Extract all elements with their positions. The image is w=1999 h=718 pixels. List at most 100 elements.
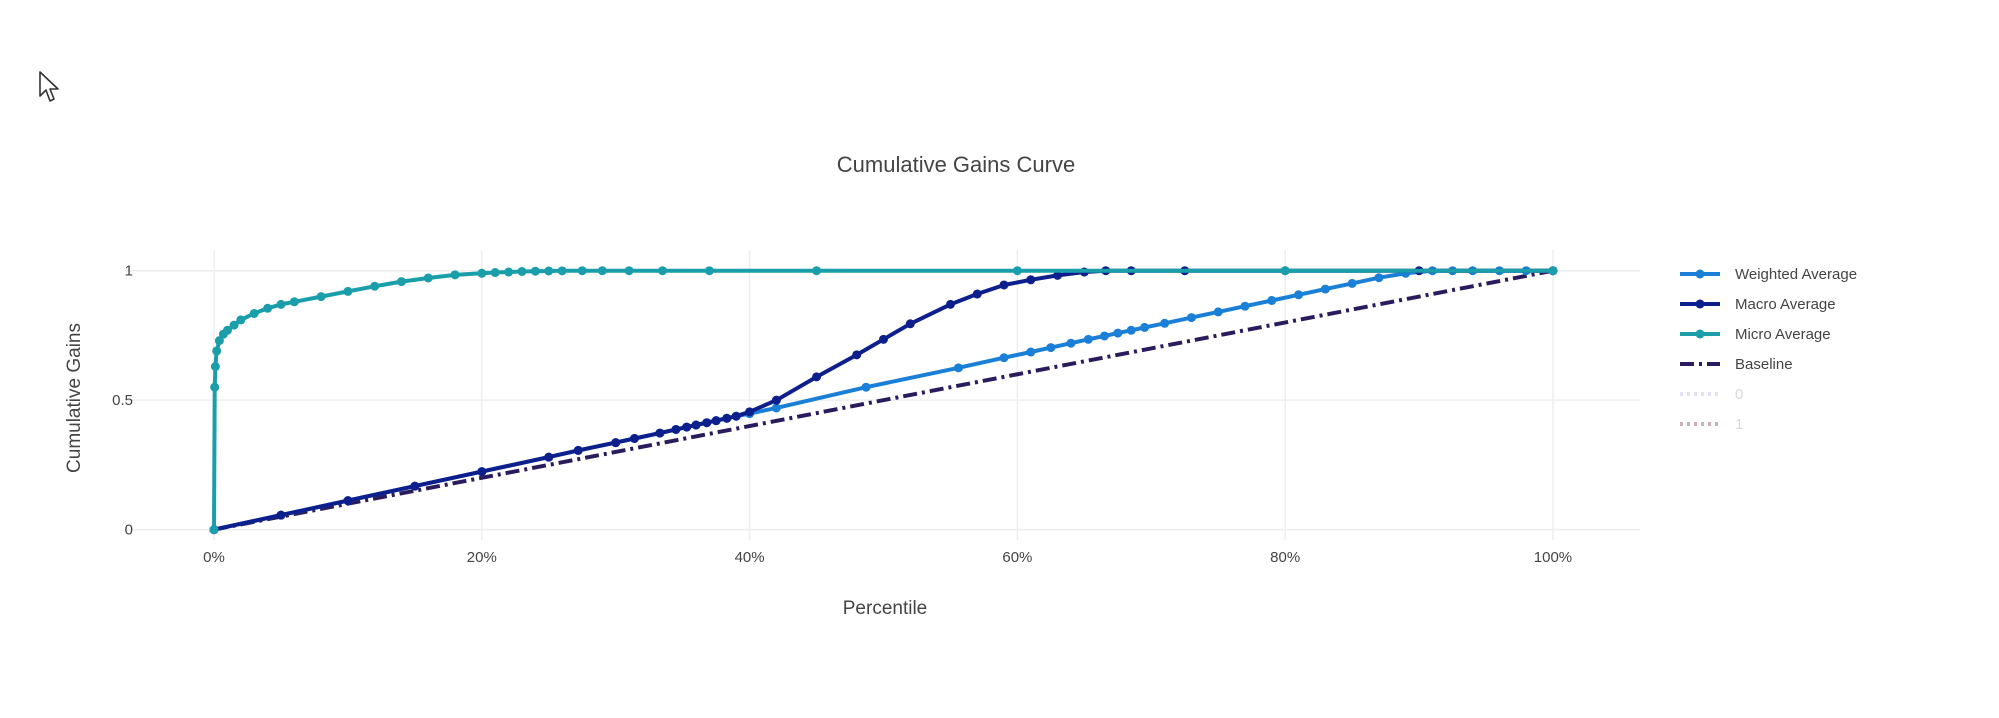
- data-point[interactable]: [999, 353, 1009, 363]
- data-point[interactable]: [1294, 290, 1304, 300]
- data-point[interactable]: [711, 416, 721, 426]
- data-point[interactable]: [1267, 295, 1277, 305]
- data-point[interactable]: [1240, 301, 1250, 311]
- data-point[interactable]: [450, 270, 460, 280]
- data-point[interactable]: [1066, 338, 1076, 348]
- data-point[interactable]: [1126, 325, 1136, 335]
- legend-item[interactable]: Baseline: [1680, 356, 1793, 373]
- data-point[interactable]: [611, 438, 621, 448]
- data-point[interactable]: [276, 510, 286, 520]
- data-point[interactable]: [629, 434, 639, 443]
- data-point[interactable]: [577, 266, 587, 276]
- data-point[interactable]: [477, 467, 487, 477]
- data-point[interactable]: [263, 303, 273, 313]
- data-point[interactable]: [704, 266, 714, 276]
- data-point[interactable]: [852, 350, 862, 360]
- data-point[interactable]: [1213, 307, 1223, 317]
- data-point[interactable]: [1280, 266, 1290, 276]
- legend-marker: [1695, 329, 1705, 339]
- legend-label: Weighted Average: [1735, 266, 1857, 283]
- data-point[interactable]: [812, 266, 822, 276]
- data-point[interactable]: [945, 299, 955, 309]
- data-point[interactable]: [1548, 266, 1558, 276]
- data-point[interactable]: [222, 325, 232, 335]
- data-point[interactable]: [1012, 266, 1022, 276]
- data-point[interactable]: [905, 319, 915, 329]
- data-point[interactable]: [517, 266, 527, 276]
- legend-item[interactable]: Macro Average: [1680, 296, 1836, 313]
- data-point[interactable]: [702, 418, 712, 428]
- data-point[interactable]: [731, 411, 741, 421]
- data-point[interactable]: [210, 382, 220, 392]
- data-point[interactable]: [1083, 334, 1093, 344]
- data-point[interactable]: [1046, 343, 1056, 353]
- data-point[interactable]: [544, 266, 554, 276]
- data-point[interactable]: [343, 496, 353, 506]
- legend-item[interactable]: Weighted Average: [1680, 266, 1857, 283]
- data-point[interactable]: [879, 334, 888, 344]
- data-point[interactable]: [289, 297, 299, 307]
- data-point[interactable]: [861, 382, 871, 392]
- data-point[interactable]: [1053, 270, 1063, 280]
- data-point[interactable]: [1320, 284, 1330, 294]
- data-point[interactable]: [212, 346, 222, 356]
- data-point[interactable]: [370, 281, 380, 291]
- data-point[interactable]: [573, 445, 583, 455]
- data-point[interactable]: [396, 277, 406, 287]
- data-point[interactable]: [423, 273, 433, 283]
- legend-item[interactable]: 0: [1680, 386, 1743, 403]
- data-point[interactable]: [745, 407, 755, 417]
- data-point[interactable]: [229, 320, 239, 330]
- data-point[interactable]: [557, 266, 567, 276]
- data-point[interactable]: [209, 525, 219, 535]
- y-tick-label: 0: [125, 522, 133, 539]
- data-point[interactable]: [1140, 322, 1150, 332]
- data-point[interactable]: [1026, 275, 1036, 285]
- data-point[interactable]: [655, 428, 665, 438]
- y-axis-ticks: 00.51: [112, 263, 133, 539]
- data-point[interactable]: [276, 299, 286, 309]
- series-baseline: [213, 268, 1554, 532]
- data-point[interactable]: [972, 289, 982, 299]
- data-point[interactable]: [410, 481, 420, 491]
- data-point[interactable]: [249, 308, 259, 318]
- data-point[interactable]: [1186, 313, 1196, 323]
- data-point[interactable]: [504, 267, 514, 277]
- series-line: [213, 268, 1554, 532]
- data-point[interactable]: [722, 413, 732, 423]
- data-point[interactable]: [490, 268, 500, 278]
- data-point[interactable]: [236, 315, 246, 325]
- data-point[interactable]: [214, 336, 224, 346]
- data-point[interactable]: [530, 266, 540, 276]
- data-point[interactable]: [477, 268, 487, 278]
- data-point[interactable]: [658, 266, 668, 276]
- data-point[interactable]: [624, 266, 634, 276]
- data-point[interactable]: [1347, 278, 1357, 288]
- data-point[interactable]: [544, 452, 554, 462]
- legend-item[interactable]: 1: [1680, 416, 1743, 433]
- data-point[interactable]: [771, 403, 781, 413]
- data-point[interactable]: [210, 362, 220, 372]
- data-point[interactable]: [343, 286, 353, 296]
- data-point[interactable]: [953, 363, 963, 373]
- data-point[interactable]: [1113, 328, 1123, 338]
- legend-item[interactable]: Micro Average: [1680, 326, 1831, 343]
- data-point[interactable]: [316, 292, 326, 302]
- grid: [127, 250, 1640, 540]
- legend-label: 0: [1735, 386, 1743, 403]
- data-point[interactable]: [1160, 318, 1170, 328]
- y-tick-label: 0.5: [112, 392, 133, 409]
- data-point[interactable]: [691, 420, 701, 430]
- data-point[interactable]: [1374, 273, 1384, 283]
- data-point[interactable]: [1099, 331, 1109, 341]
- data-point[interactable]: [1026, 347, 1036, 357]
- data-point[interactable]: [812, 372, 822, 382]
- data-point[interactable]: [771, 395, 781, 405]
- data-point[interactable]: [671, 424, 681, 434]
- data-point[interactable]: [682, 422, 692, 432]
- data-point[interactable]: [597, 266, 607, 276]
- legend[interactable]: Weighted Average Macro Average Micro Avera…: [1680, 266, 1857, 433]
- legend-marker: [1695, 299, 1705, 309]
- data-point[interactable]: [999, 280, 1009, 290]
- legend-label: Micro Average: [1735, 326, 1831, 343]
